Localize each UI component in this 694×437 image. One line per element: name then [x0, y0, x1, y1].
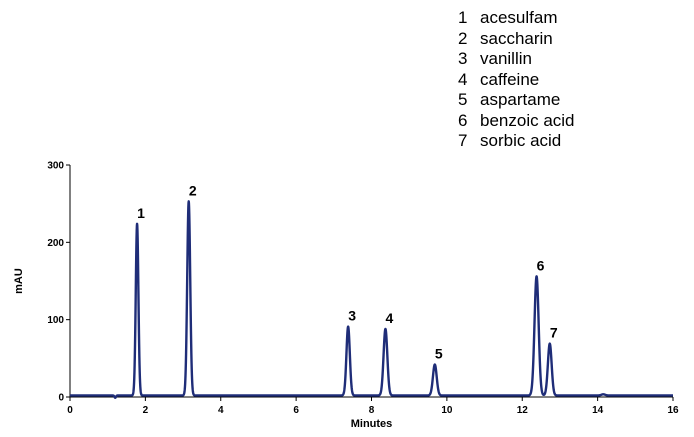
x-tick-label: 14: [592, 405, 604, 416]
legend-item: 1 acesulfam: [458, 8, 575, 29]
legend-number: 5: [458, 90, 468, 109]
x-tick-label: 2: [143, 405, 149, 416]
legend-compound-name: vanillin: [480, 49, 532, 68]
y-axis-label: mAU: [13, 268, 25, 294]
x-tick-label: 0: [67, 405, 73, 416]
legend-item: 4 caffeine: [458, 70, 575, 91]
peak-label: 6: [537, 257, 545, 273]
legend-number: 6: [458, 110, 468, 130]
x-tick-label: 8: [369, 405, 375, 416]
legend-item: 2 saccharin: [458, 29, 575, 50]
legend-number: 1: [458, 8, 468, 27]
chart-axes: [69, 165, 673, 398]
legend-compound-name: saccharin: [480, 28, 553, 48]
peak-label: 2: [189, 182, 197, 198]
peak-label: 7: [550, 325, 558, 341]
x-tick-label: 4: [218, 405, 224, 416]
legend-item: 3 vanillin: [458, 49, 575, 70]
legend-item: 6 benzoic acid: [458, 111, 575, 132]
x-tick-label: 16: [667, 405, 679, 416]
legend-compound-name: aspartame: [480, 90, 561, 109]
y-tick-label: 200: [47, 238, 64, 249]
peak-label: 3: [348, 308, 356, 324]
y-tick-label: 0: [58, 393, 64, 404]
legend-number: 7: [458, 131, 468, 150]
x-axis-label: Minutes: [351, 418, 393, 430]
legend-compound-name: caffeine: [480, 69, 540, 89]
y-tick-label: 300: [47, 161, 64, 172]
x-tick-label: 10: [441, 405, 453, 416]
x-tick-label: 12: [517, 405, 529, 416]
legend-number: 4: [458, 69, 468, 89]
peak-label: 1: [137, 205, 145, 221]
peak-legend: 1 acesulfam 2 saccharin 3 vanillin 4 caffeine 5 a…: [458, 8, 575, 152]
peak-labels: 1 2 3 4 5 6 7: [137, 182, 558, 361]
peak-label: 4: [386, 310, 394, 326]
legend-compound-name: benzoic acid: [480, 110, 575, 130]
chromatogram-trace: [68, 200, 675, 399]
legend-number: 3: [458, 49, 468, 68]
legend-compound-name: acesulfam: [480, 8, 558, 27]
legend-item: 7 sorbic acid: [458, 131, 575, 152]
x-tick-label: 6: [293, 405, 299, 416]
legend-number: 2: [458, 28, 468, 48]
peak-label: 5: [435, 346, 443, 362]
legend-compound-name: sorbic acid: [480, 131, 562, 150]
y-tick-label: 100: [47, 315, 64, 326]
legend-item: 5 aspartame: [458, 90, 575, 111]
